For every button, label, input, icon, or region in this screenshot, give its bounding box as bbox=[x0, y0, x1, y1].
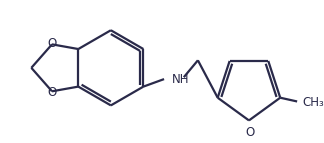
Text: O: O bbox=[47, 86, 57, 99]
Text: CH₃: CH₃ bbox=[303, 96, 324, 109]
Text: O: O bbox=[245, 126, 255, 139]
Text: NH: NH bbox=[172, 73, 189, 86]
Text: O: O bbox=[47, 37, 57, 50]
